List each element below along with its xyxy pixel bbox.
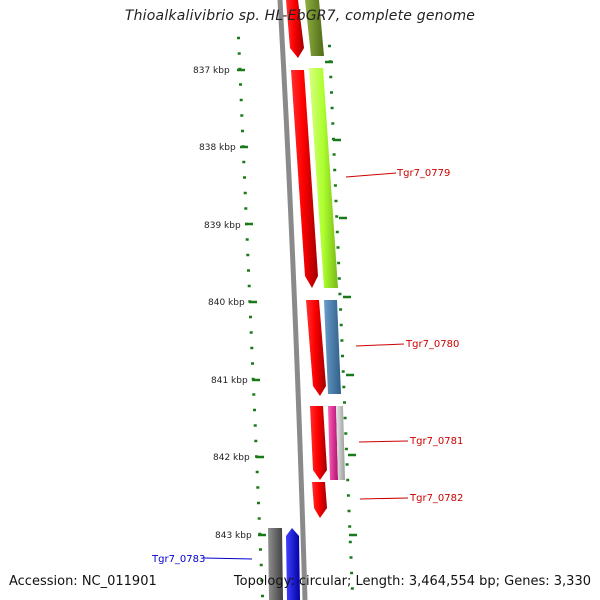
gene-label-tgr7-0781[interactable]: Tgr7_0781: [409, 436, 463, 447]
gene-labels: Tgr7_0779 Tgr7_0780 Tgr7_0781 Tgr7_0782 …: [151, 168, 463, 565]
ruler-right-ticks: [325, 60, 357, 537]
gene-gray-0783[interactable]: [268, 528, 283, 600]
gene-steelblue-0780[interactable]: [324, 300, 341, 394]
tick-label-843: 843 kbp: [215, 531, 252, 541]
leader-0783: [203, 557, 253, 560]
genome-backbone: [277, 0, 308, 600]
genome-title: Thioalkalivibrio sp. HL-EbGR7, complete …: [124, 8, 476, 24]
tick-label-841: 841 kbp: [211, 376, 248, 386]
tick-label-838: 838 kbp: [199, 143, 236, 153]
gene-red-0780[interactable]: [306, 300, 326, 396]
gene-red-0782[interactable]: [312, 482, 327, 518]
leader-0782: [359, 497, 409, 500]
gene-red-0781[interactable]: [310, 406, 327, 480]
gene-label-tgr7-0783[interactable]: Tgr7_0783: [151, 554, 205, 565]
gene-blue-0783[interactable]: [286, 528, 300, 600]
gene-label-tgr7-0779[interactable]: Tgr7_0779: [396, 168, 450, 179]
gene-lime-0779[interactable]: [309, 68, 338, 288]
gene-pink-0781[interactable]: [328, 406, 338, 480]
leader-0780: [355, 343, 405, 347]
gene-red-0779[interactable]: [291, 70, 318, 288]
gene-silver-0781[interactable]: [336, 406, 345, 480]
ruler-major-ticks: 837 kbp 838 kbp 839 kbp 840 kbp 841 kbp …: [193, 66, 266, 541]
genes: [268, 0, 345, 600]
gene-olive-top[interactable]: [305, 0, 324, 56]
gene-red-top[interactable]: [286, 0, 304, 58]
gene-label-tgr7-0782[interactable]: Tgr7_0782: [409, 493, 463, 504]
gene-label-leaders: [203, 172, 409, 560]
tick-label-839: 839 kbp: [204, 221, 241, 231]
genome-summary-text: Topology: circular; Length: 3,464,554 bp…: [233, 574, 591, 589]
leader-0779: [345, 172, 397, 178]
gene-label-tgr7-0780[interactable]: Tgr7_0780: [405, 339, 459, 350]
accession-text: Accession: NC_011901: [9, 574, 157, 589]
leader-0781: [358, 440, 409, 443]
tick-label-840: 840 kbp: [208, 298, 245, 308]
tick-label-842: 842 kbp: [213, 453, 250, 463]
tick-label-837: 837 kbp: [193, 66, 230, 76]
